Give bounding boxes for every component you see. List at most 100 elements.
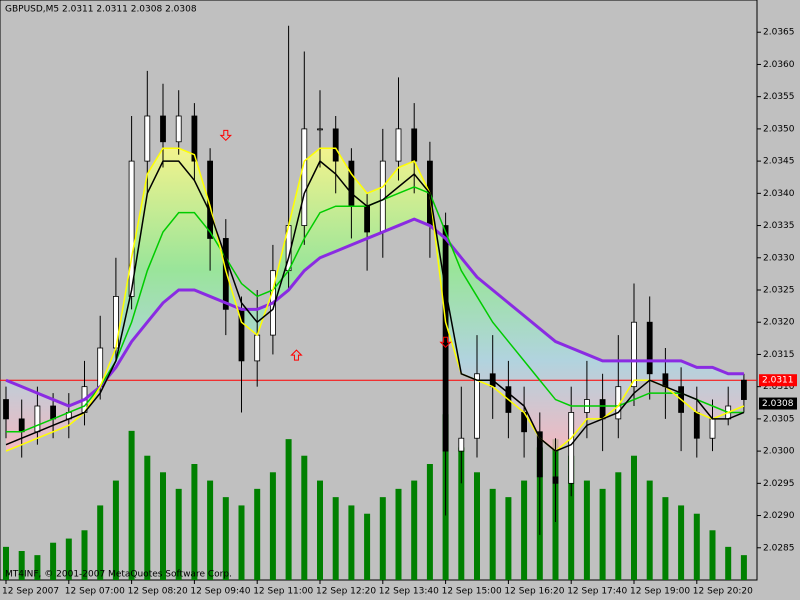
volume-bar <box>191 464 198 580</box>
volume-bar <box>740 555 747 580</box>
volume-bar <box>426 464 433 580</box>
volume-bar <box>112 480 119 580</box>
price-label-box <box>759 374 797 387</box>
x-tick-label: 12 Sep 19:00 <box>630 587 690 597</box>
volume-bar <box>693 513 700 580</box>
x-tick-label: 12 Sep 17:40 <box>567 587 627 597</box>
volume-bar <box>207 480 214 580</box>
candle-body <box>599 399 606 420</box>
candle-body <box>144 115 151 162</box>
y-tick-label: 2.0335 <box>763 221 795 231</box>
price-label-box <box>759 397 797 410</box>
volume-bar <box>97 505 104 580</box>
x-tick-label: 12 Sep 09:40 <box>190 587 250 597</box>
volume-bar <box>65 538 72 580</box>
plot-area <box>0 25 757 580</box>
signal-arrow <box>439 336 452 348</box>
volume-bar <box>631 455 637 580</box>
volume-bar <box>646 480 653 580</box>
volume-bar <box>285 439 292 580</box>
volume-bar <box>50 542 57 580</box>
candle-body <box>254 334 261 362</box>
candle-body <box>395 128 402 162</box>
volume-bar <box>317 480 323 580</box>
candle-body <box>741 379 747 400</box>
candle-body <box>317 128 323 131</box>
candle-body <box>552 476 559 484</box>
volume-bar <box>568 455 575 580</box>
candle-body <box>662 373 669 388</box>
volume-bar <box>332 497 339 580</box>
price-label: 2.0311 <box>762 376 794 386</box>
y-tick-label: 2.0305 <box>763 414 795 424</box>
y-tick-label: 2.0365 <box>763 28 795 38</box>
y-tick-label: 2.0350 <box>763 124 795 134</box>
y-tick-label: 2.0315 <box>763 350 795 360</box>
x-tick-label: 12 Sep 11:00 <box>253 587 313 597</box>
candle-body <box>128 160 135 297</box>
volume-bar <box>222 497 229 580</box>
volume-bar <box>3 546 9 580</box>
ma-line <box>5 147 745 453</box>
candle-body <box>50 405 56 420</box>
volume-bar <box>411 480 418 580</box>
candle-body <box>348 160 355 207</box>
candle-body <box>364 205 371 233</box>
candle-body <box>191 115 198 162</box>
x-tick-label: 12 Sep 20:20 <box>693 587 753 597</box>
chart-title: GBPUSD,M5 2.0311 2.0311 2.0308 2.0308 <box>5 5 197 15</box>
volume-bar <box>521 480 528 580</box>
y-tick-label: 2.0290 <box>763 511 795 521</box>
ma-line <box>5 159 745 452</box>
y-tick-label: 2.0355 <box>763 92 795 102</box>
signal-arrow <box>290 349 303 361</box>
volume-bar <box>81 530 88 580</box>
candle-body <box>301 128 308 226</box>
volume-bar <box>269 472 276 580</box>
volume-bar <box>662 497 669 580</box>
candle-body <box>536 431 543 478</box>
volume-bar <box>128 430 135 580</box>
candle-body <box>411 128 418 162</box>
x-tick-label: 12 Sep 07:00 <box>65 587 125 597</box>
y-tick-label: 2.0325 <box>763 286 795 296</box>
candle-body <box>160 115 166 143</box>
volume-bar <box>301 455 308 580</box>
candle-body <box>474 373 480 439</box>
candle-body <box>709 418 716 439</box>
candle-body <box>3 399 9 420</box>
candle-body <box>458 437 465 452</box>
y-tick-label: 2.0295 <box>763 479 795 489</box>
y-tick-label: 2.0360 <box>763 60 795 70</box>
candle-body <box>631 321 637 388</box>
candle-body <box>18 418 25 433</box>
volume-bar <box>505 497 512 580</box>
candle-body <box>693 412 700 439</box>
volume-bar <box>599 488 606 580</box>
volume-bar <box>18 551 25 580</box>
volume-bar <box>254 488 261 580</box>
volume-bar <box>144 455 151 580</box>
price-label: 2.0308 <box>762 399 794 409</box>
volume-bar <box>474 472 480 580</box>
ma-line <box>5 217 744 408</box>
x-tick-label: 12 Sep 15:00 <box>442 587 502 597</box>
x-tick-label: 12 Sep 2007 <box>2 587 59 597</box>
volume-bar <box>175 488 182 580</box>
candle-body <box>175 115 182 143</box>
y-tick-label: 2.0330 <box>763 253 795 263</box>
y-tick-label: 2.0285 <box>763 543 795 553</box>
volume-bar <box>678 505 685 580</box>
volume-bar <box>489 488 496 580</box>
signal-arrow <box>219 129 233 142</box>
volume-bar <box>34 555 41 580</box>
volume-bar <box>458 447 465 580</box>
x-tick-label: 12 Sep 08:20 <box>128 587 188 597</box>
y-tick-label: 2.0345 <box>763 157 795 167</box>
candle-body <box>332 128 339 162</box>
volume-bar <box>395 488 402 580</box>
volume-bar <box>364 513 371 580</box>
candle-body <box>379 160 386 233</box>
